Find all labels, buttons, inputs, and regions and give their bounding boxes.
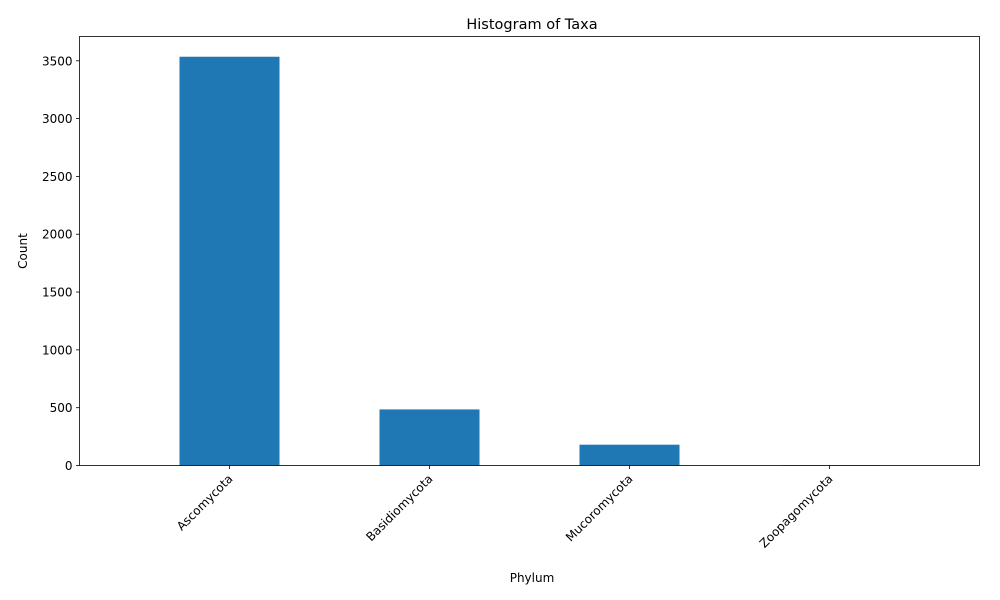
- y-tick-label: 1500: [42, 286, 73, 300]
- y-axis-ticks: 0 500 1000 1500 2000 2500 3000 3500: [42, 54, 80, 473]
- x-axis-title: Phylum: [510, 571, 555, 585]
- bars-layer: [179, 56, 880, 466]
- y-tick-label: 2000: [42, 228, 73, 242]
- y-tick-label: 1000: [42, 343, 73, 357]
- y-tick-label: 0: [65, 459, 73, 473]
- chart-title: Histogram of Taxa: [466, 17, 597, 33]
- axes-layer: [79, 36, 980, 466]
- y-tick-label: 2500: [42, 170, 73, 184]
- bar-ascomycota: [179, 56, 280, 466]
- y-axis-title: Count: [16, 233, 30, 269]
- plot-frame: [79, 36, 980, 466]
- y-tick-label: 3000: [42, 112, 73, 126]
- bar-basidiomycota: [379, 409, 480, 466]
- bar-mucoromycota: [579, 444, 680, 466]
- y-tick-label: 3500: [42, 54, 73, 68]
- y-tick-label: 500: [50, 401, 73, 415]
